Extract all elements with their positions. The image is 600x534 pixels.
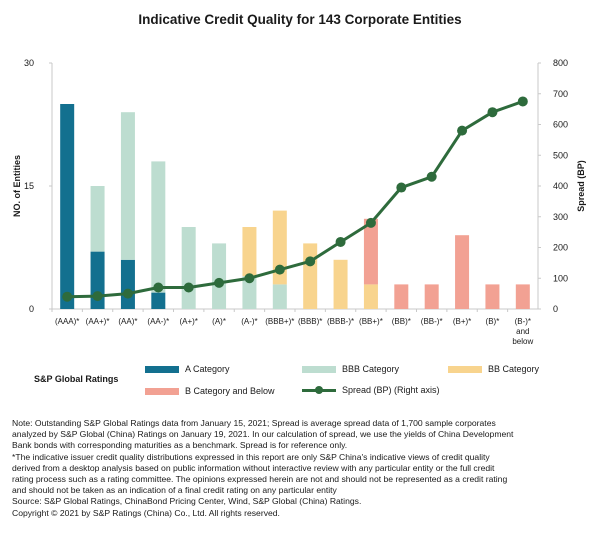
bar-bb-category-9	[333, 259, 348, 309]
spread-point-5	[214, 277, 225, 288]
right-tick-label: 500	[553, 150, 568, 160]
legend-a-category: A Category	[145, 364, 230, 374]
right-tick-label: 600	[553, 120, 568, 130]
spread-line	[67, 100, 524, 299]
spread-point-3	[153, 282, 164, 293]
spread-point-14	[487, 107, 498, 118]
bar-bbb-category-6	[242, 276, 257, 309]
note-line: Source: S&P Global Ratings, ChinaBond Pr…	[12, 496, 362, 507]
legend-swatch-spread	[302, 386, 336, 394]
legend-swatch-b	[145, 387, 179, 395]
x-tick-label: (AA-)*	[147, 317, 169, 326]
x-tick-label: (BBB-)*	[327, 317, 354, 326]
bar-a-category-0	[60, 104, 75, 309]
spread-point-8	[305, 256, 316, 267]
spread-point-13	[457, 125, 468, 136]
spread-point-4	[183, 282, 194, 293]
bar-b-category-and-below-12	[424, 284, 439, 309]
x-tick-label: (AAA)*	[55, 317, 79, 326]
legend-swatch-bbb	[302, 365, 336, 373]
legend-bbb-category: BBB Category	[302, 364, 399, 374]
spread-point-6	[244, 273, 255, 284]
legend-label-bb: BB Category	[488, 364, 540, 374]
spread-point-15	[517, 96, 528, 107]
spread-point-2	[122, 288, 133, 299]
spread-point-12	[426, 171, 437, 182]
legend-label-spread: Spread (BP) (Right axis)	[342, 385, 440, 395]
right-tick-label: 400	[553, 181, 568, 191]
legend-b-category: B Category and Below	[145, 386, 275, 396]
bar-bb-category-7	[272, 210, 287, 285]
bar-bbb-category-3	[151, 161, 166, 293]
right-tick-label: 100	[553, 273, 568, 283]
bar-bb-category-8	[303, 243, 318, 309]
left-tick-label: 15	[24, 181, 34, 191]
note-line: and should not be taken as an indication…	[12, 485, 337, 496]
x-tick-label: (A-)*	[241, 317, 257, 326]
spread-point-0	[62, 291, 73, 302]
bar-a-category-3	[151, 292, 166, 309]
spread-point-1	[92, 291, 103, 302]
legend-label-a: A Category	[185, 364, 230, 374]
x-tick-label: (A+)*	[179, 317, 197, 326]
right-tick-label: 0	[553, 304, 558, 314]
x-tick-label: (BB)*	[392, 317, 411, 326]
spread-point-11	[396, 182, 407, 193]
bar-b-category-and-below-10	[363, 218, 378, 285]
legend-swatch-a	[145, 365, 179, 373]
note-line: Note: Outstanding S&P Global Ratings dat…	[12, 418, 496, 428]
note-line: Bank bonds with corresponding maturities…	[12, 440, 348, 451]
x-tick-label: (B+)*	[453, 317, 471, 326]
left-axis-title: NO. of Entities	[12, 155, 22, 217]
left-tick-label: 0	[29, 304, 34, 314]
x-tick-label: and	[516, 327, 529, 336]
x-tick-label: (BB-)*	[421, 317, 443, 326]
bar-bb-category-6	[242, 227, 257, 277]
bar-bbb-category-7	[272, 284, 287, 309]
right-tick-label: 700	[553, 89, 568, 99]
right-tick-label: 200	[553, 243, 568, 253]
right-tick-label: 300	[553, 212, 568, 222]
spread-point-7	[274, 264, 285, 275]
spread-point-9	[335, 236, 346, 247]
legend-bb-category: BB Category	[448, 364, 539, 374]
bar-bbb-category-4	[181, 227, 196, 309]
legend-swatch-bb	[448, 365, 482, 373]
legend-title: S&P Global Ratings	[34, 374, 119, 384]
bar-bb-category-10	[363, 284, 378, 309]
left-tick-label: 30	[24, 58, 34, 68]
legend-spread: Spread (BP) (Right axis)	[302, 385, 440, 395]
right-tick-label: 800	[553, 58, 568, 68]
x-tick-label: (AA+)*	[86, 317, 110, 326]
note-line: rating process such as a rating committe…	[12, 474, 508, 485]
bar-bbb-category-5	[212, 243, 227, 309]
right-axis-title: Spread (BP)	[576, 160, 586, 212]
note-line: derived from a desktop analysis based on…	[12, 462, 495, 473]
note-line: Copyright © 2021 by S&P Ratings (China) …	[12, 507, 280, 518]
bar-b-category-and-below-11	[394, 284, 409, 309]
x-tick-label: (BBB+)*	[265, 317, 294, 326]
x-tick-label: below	[512, 337, 533, 346]
bar-a-category-2	[120, 259, 135, 309]
chart-title: Indicative Credit Quality for 143 Corpor…	[138, 12, 462, 27]
x-tick-label: (A)*	[212, 317, 226, 326]
legend-label-bbb: BBB Category	[342, 364, 400, 374]
x-tick-label: (B)*	[486, 317, 500, 326]
footnotes: Note: Outstanding S&P Global Ratings dat…	[12, 418, 592, 519]
legend-label-b: B Category and Below	[185, 386, 275, 396]
bar-bbb-category-1	[90, 186, 105, 252]
bar-b-category-and-below-15	[515, 284, 530, 309]
x-tick-label: (BB+)*	[359, 317, 383, 326]
x-tick-label: (B-)*	[515, 317, 531, 326]
x-tick-label: (AA)*	[118, 317, 137, 326]
bar-b-category-and-below-13	[455, 235, 470, 309]
bar-b-category-and-below-14	[485, 284, 500, 309]
spread-point-10	[365, 217, 376, 228]
bar-bbb-category-2	[120, 112, 135, 260]
note-line: analyzed by S&P Global (China) Ratings o…	[12, 429, 514, 440]
x-tick-label: (BBB)*	[298, 317, 322, 326]
note-line: *The indicative issuer credit quality di…	[12, 451, 490, 462]
